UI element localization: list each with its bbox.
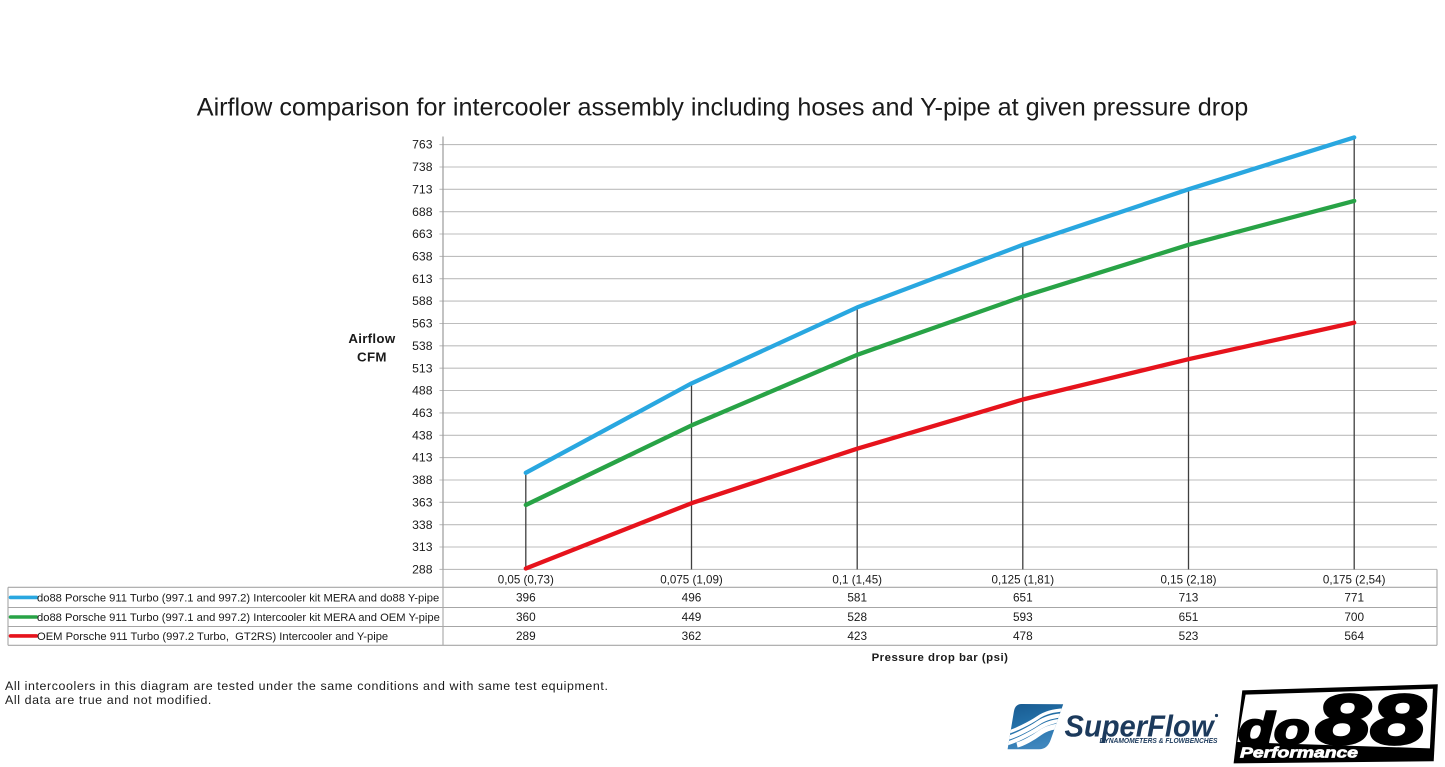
svg-text:do: do bbox=[1239, 705, 1310, 754]
svg-text:423: 423 bbox=[847, 629, 867, 643]
svg-text:338: 338 bbox=[412, 518, 433, 532]
svg-text:Pressure drop bar (psi): Pressure drop bar (psi) bbox=[872, 652, 1009, 664]
svg-text:Performance: Performance bbox=[1240, 745, 1358, 761]
svg-text:363: 363 bbox=[412, 495, 433, 509]
svg-text:396: 396 bbox=[516, 591, 536, 605]
svg-text:496: 496 bbox=[682, 591, 702, 605]
svg-text:651: 651 bbox=[1013, 591, 1033, 605]
svg-text:700: 700 bbox=[1344, 610, 1364, 624]
svg-text:563: 563 bbox=[412, 317, 433, 331]
svg-text:613: 613 bbox=[412, 272, 433, 286]
svg-text:663: 663 bbox=[412, 227, 433, 241]
svg-text:do88 Porsche 911 Turbo (997.1: do88 Porsche 911 Turbo (997.1 and 997.2)… bbox=[37, 593, 439, 605]
svg-text:289: 289 bbox=[516, 629, 536, 643]
svg-text:CFM: CFM bbox=[357, 350, 387, 365]
svg-text:438: 438 bbox=[412, 428, 433, 442]
svg-text:0,175 (2,54): 0,175 (2,54) bbox=[1323, 573, 1386, 586]
svg-text:360: 360 bbox=[516, 610, 536, 624]
svg-text:713: 713 bbox=[412, 182, 433, 196]
svg-text:All intercoolers in this diagr: All intercoolers in this diagram are tes… bbox=[5, 679, 609, 693]
svg-text:OEM Porsche 911 Turbo (997.2 T: OEM Porsche 911 Turbo (997.2 Turbo, GT2R… bbox=[37, 631, 388, 643]
svg-text:528: 528 bbox=[847, 610, 867, 624]
svg-text:388: 388 bbox=[412, 473, 433, 487]
svg-text:771: 771 bbox=[1344, 591, 1364, 605]
svg-text:488: 488 bbox=[412, 384, 433, 398]
svg-text:463: 463 bbox=[412, 406, 433, 420]
svg-text:0,15 (2,18): 0,15 (2,18) bbox=[1160, 573, 1216, 586]
svg-text:538: 538 bbox=[412, 339, 433, 353]
svg-text:DYNAMOMETERS & FLOWBENCHES: DYNAMOMETERS & FLOWBENCHES bbox=[1100, 736, 1218, 745]
svg-text:All data are true and not modi: All data are true and not modified. bbox=[5, 693, 212, 707]
svg-text:413: 413 bbox=[412, 451, 433, 465]
svg-text:763: 763 bbox=[412, 138, 433, 152]
svg-text:449: 449 bbox=[682, 610, 702, 624]
svg-text:713: 713 bbox=[1179, 591, 1199, 605]
svg-text:do88 Porsche 911 Turbo (997.1: do88 Porsche 911 Turbo (997.1 and 997.2)… bbox=[37, 612, 440, 624]
svg-text:738: 738 bbox=[412, 160, 433, 174]
svg-text:581: 581 bbox=[847, 591, 867, 605]
svg-text:Airflow comparison for interco: Airflow comparison for intercooler assem… bbox=[197, 94, 1248, 122]
svg-text:0,05 (0,73): 0,05 (0,73) bbox=[498, 573, 554, 586]
svg-text:Airflow: Airflow bbox=[348, 331, 396, 346]
svg-text:593: 593 bbox=[1013, 610, 1033, 624]
svg-text:0,1 (1,45): 0,1 (1,45) bbox=[832, 573, 882, 586]
svg-text:688: 688 bbox=[412, 205, 433, 219]
svg-text:0,125 (1,81): 0,125 (1,81) bbox=[992, 573, 1055, 586]
svg-text:362: 362 bbox=[682, 629, 702, 643]
svg-text:523: 523 bbox=[1179, 629, 1199, 643]
svg-text:588: 588 bbox=[412, 294, 433, 308]
svg-text:288: 288 bbox=[412, 563, 433, 577]
svg-text:313: 313 bbox=[412, 540, 433, 554]
svg-text:513: 513 bbox=[412, 361, 433, 375]
svg-text:SuperFlow: SuperFlow bbox=[1065, 709, 1216, 744]
svg-text:638: 638 bbox=[412, 250, 433, 264]
svg-text:564: 564 bbox=[1344, 629, 1364, 643]
svg-text:651: 651 bbox=[1179, 610, 1199, 624]
svg-text:88: 88 bbox=[1316, 680, 1427, 759]
svg-text:0,075 (1,09): 0,075 (1,09) bbox=[660, 573, 723, 586]
svg-text:478: 478 bbox=[1013, 629, 1033, 643]
